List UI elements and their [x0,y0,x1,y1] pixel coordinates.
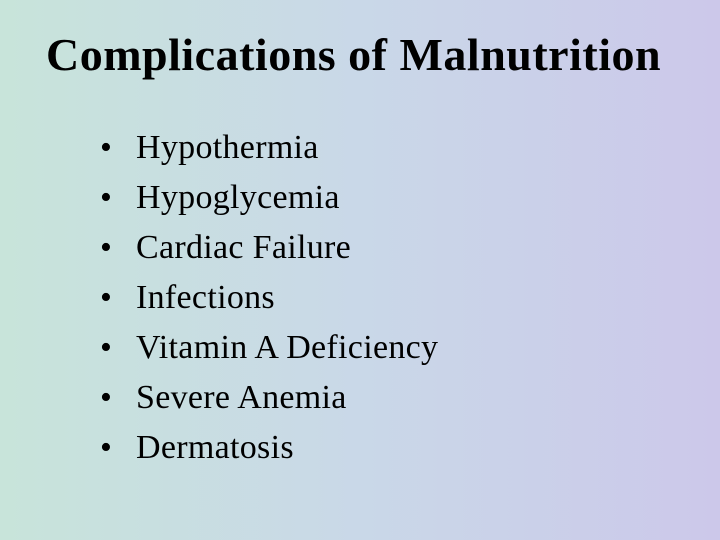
bullet-list: • Hypothermia • Hypoglycemia • Cardiac F… [0,81,720,467]
list-item-text: Vitamin A Deficiency [136,329,438,367]
list-item: • Severe Anemia [100,379,720,417]
bullet-icon: • [100,179,136,217]
bullet-icon: • [100,279,136,317]
list-item: • Hypoglycemia [100,179,720,217]
bullet-icon: • [100,229,136,267]
list-item: • Vitamin A Deficiency [100,329,720,367]
list-item: • Cardiac Failure [100,229,720,267]
slide-title: Complications of Malnutrition [0,0,720,81]
list-item: • Hypothermia [100,129,720,167]
list-item: • Dermatosis [100,429,720,467]
list-item-text: Hypothermia [136,129,319,167]
slide-container: Complications of Malnutrition • Hypother… [0,0,720,540]
list-item-text: Severe Anemia [136,379,347,417]
bullet-icon: • [100,129,136,167]
bullet-icon: • [100,429,136,467]
bullet-icon: • [100,329,136,367]
list-item-text: Cardiac Failure [136,229,351,267]
list-item-text: Hypoglycemia [136,179,340,217]
bullet-icon: • [100,379,136,417]
list-item-text: Infections [136,279,275,317]
list-item-text: Dermatosis [136,429,294,467]
list-item: • Infections [100,279,720,317]
